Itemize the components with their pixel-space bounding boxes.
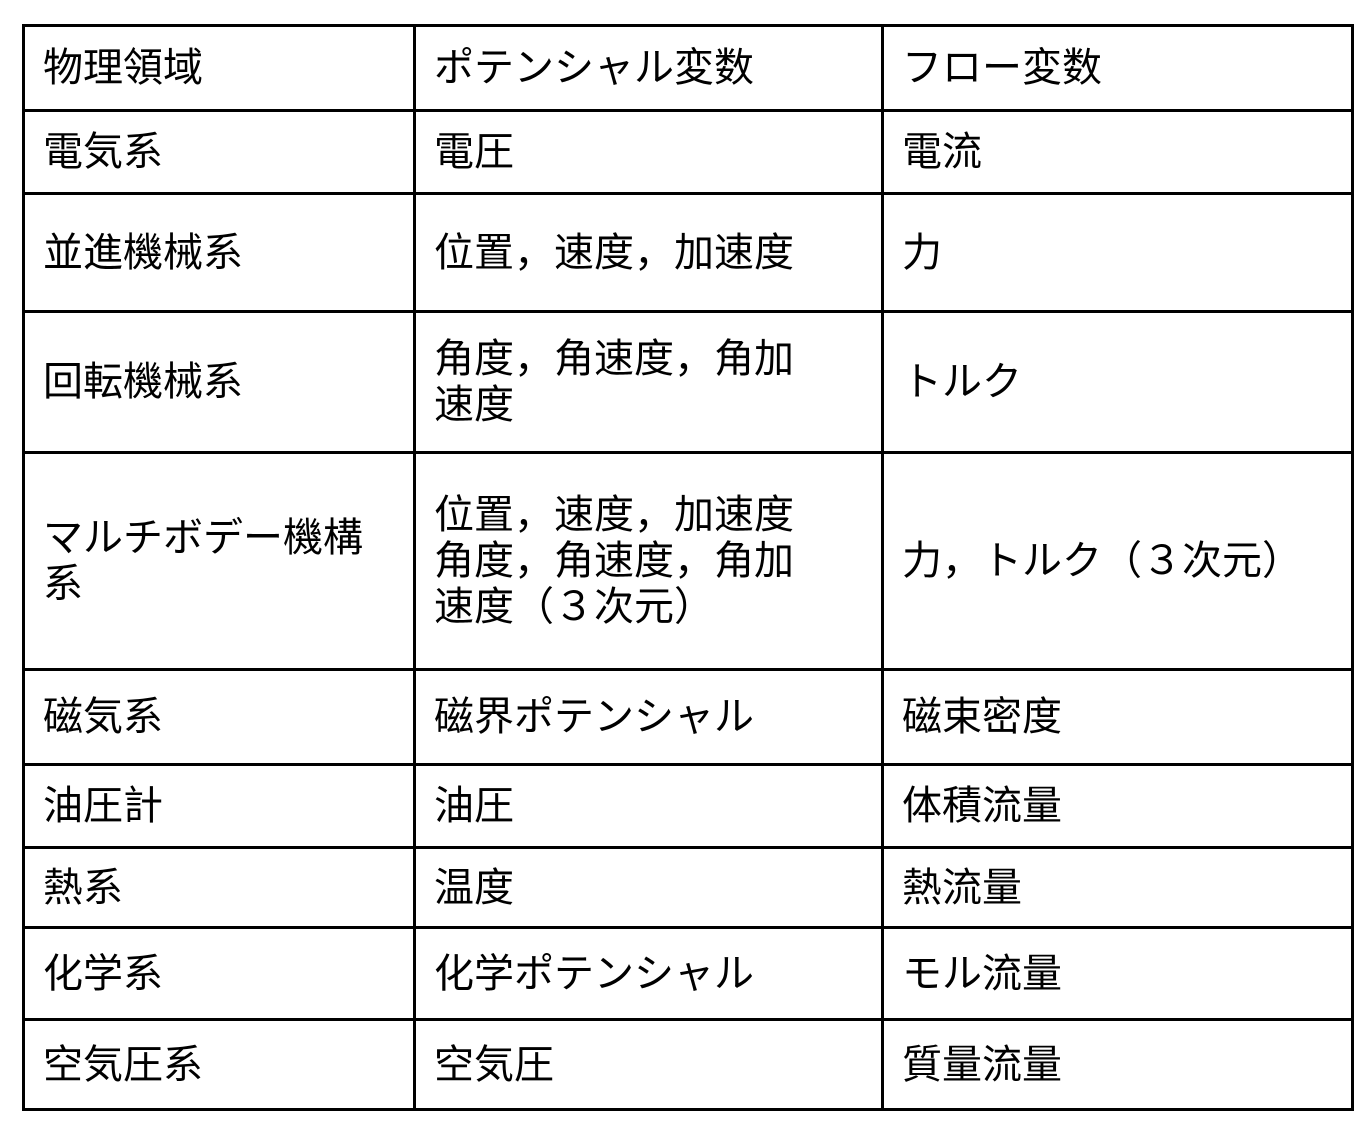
table-cell: 熱流量: [881, 846, 1354, 929]
table-cell: 位置，速度，加速度: [413, 192, 884, 313]
table-cell: 力，トルク（３次元）: [881, 451, 1354, 671]
header-cell: フロー変数: [881, 24, 1354, 112]
header-cell: ポテンシャル変数: [413, 24, 884, 112]
table-cell: マルチボデー機構系: [22, 451, 416, 671]
table-row: マルチボデー機構系 位置，速度，加速度 角度，角速度，角加 速度（３次元） 力，トル…: [22, 451, 1354, 671]
table-cell: 電圧: [413, 109, 884, 195]
table-cell: 並進機械系: [22, 192, 416, 313]
table-cell: 体積流量: [881, 763, 1354, 849]
table-cell: 空気圧系: [22, 1018, 416, 1111]
table-cell: 化学系: [22, 926, 416, 1021]
table-row: 並進機械系 位置，速度，加速度力: [22, 192, 1354, 313]
table-cell: 油圧計: [22, 763, 416, 849]
table-cell: 熱系: [22, 846, 416, 929]
table-cell: 磁気系: [22, 668, 416, 766]
table-cell: 電気系: [22, 109, 416, 195]
table-cell: 位置，速度，加速度 角度，角速度，角加 速度（３次元）: [413, 451, 884, 671]
table-cell: 回転機械系: [22, 310, 416, 454]
table-row: 化学系 化学ポテンシャル モル流量: [22, 926, 1354, 1021]
table-cell: 角度，角速度，角加 速度: [413, 310, 884, 454]
table-cell: 温度: [413, 846, 884, 929]
table-cell: 油圧: [413, 763, 884, 849]
table-cell: トルク: [881, 310, 1354, 454]
table-cell: 力: [881, 192, 1354, 313]
header-row: 物理領域 ポテンシャル変数 フロー変数: [22, 24, 1354, 112]
table-row: 空気圧系 空気圧 質量流量: [22, 1018, 1354, 1111]
table-row: 磁気系 磁界ポテンシャル 磁束密度: [22, 668, 1354, 766]
physical-domain-variables-table: 物理領域 ポテンシャル変数 フロー変数 電気系 電圧 電流 並進機械系 位置，速度，加速…: [22, 24, 1354, 1111]
table-row: 回転機械系 角度，角速度，角加 速度 トルク: [22, 310, 1354, 454]
table-row: 電気系 電圧 電流: [22, 109, 1354, 195]
table-cell: 磁界ポテンシャル: [413, 668, 884, 766]
header-cell: 物理領域: [22, 24, 416, 112]
table-cell: 磁束密度: [881, 668, 1354, 766]
table-cell: 化学ポテンシャル: [413, 926, 884, 1021]
table-cell: モル流量: [881, 926, 1354, 1021]
table-row: 熱系 温度 熱流量: [22, 846, 1354, 929]
table-cell: 空気圧: [413, 1018, 884, 1111]
table-row: 油圧計 油圧 体積流量: [22, 763, 1354, 849]
table-cell: 質量流量: [881, 1018, 1354, 1111]
table-cell: 電流: [881, 109, 1354, 195]
